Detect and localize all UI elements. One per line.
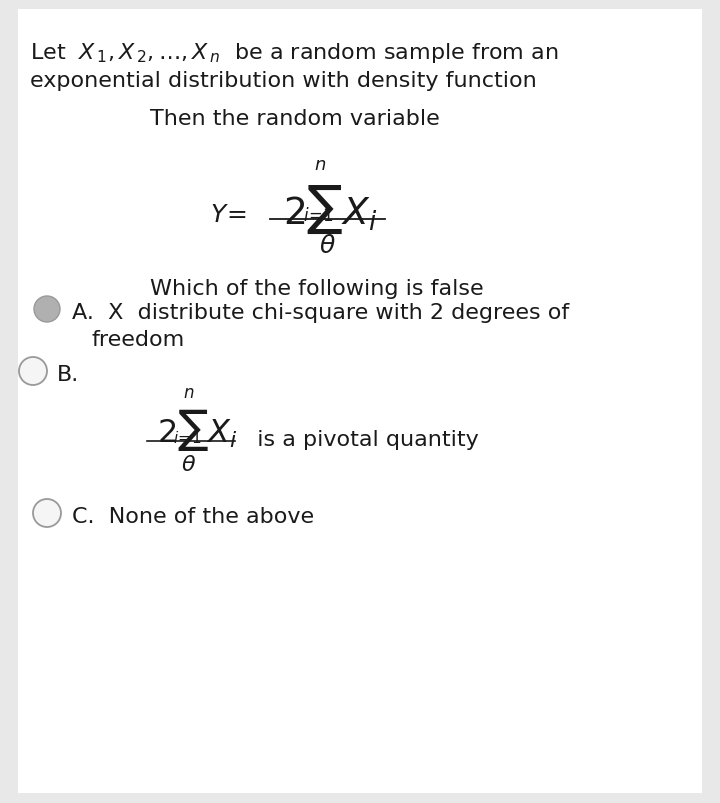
Text: $i\!=\!1$: $i\!=\!1$	[173, 430, 202, 446]
Text: B.: B.	[57, 365, 79, 385]
Text: $2\sum X_i$: $2\sum X_i$	[157, 406, 238, 452]
Text: $\theta$: $\theta$	[318, 234, 336, 258]
Text: exponential distribution with density function: exponential distribution with density fu…	[30, 71, 536, 91]
Text: $n$: $n$	[314, 156, 326, 173]
Text: is a pivotal quantity: is a pivotal quantity	[243, 430, 479, 450]
Text: $2\sum X_i$: $2\sum X_i$	[283, 184, 377, 236]
Text: C.  None of the above: C. None of the above	[72, 507, 314, 526]
Text: $n$: $n$	[184, 384, 194, 402]
Text: $\theta$: $\theta$	[181, 454, 197, 475]
Circle shape	[19, 357, 47, 385]
Text: $Y\!=\!$: $Y\!=\!$	[210, 202, 246, 226]
Polygon shape	[18, 10, 702, 793]
Text: freedom: freedom	[92, 329, 185, 349]
Text: A.  X  distribute chi-square with 2 degrees of: A. X distribute chi-square with 2 degree…	[72, 303, 570, 323]
Text: Then the random variable: Then the random variable	[150, 109, 440, 128]
Circle shape	[33, 499, 61, 528]
Circle shape	[34, 296, 60, 323]
Text: Let  $X_{\,1},X_{\,2},\ldots,X_{\,n}$  be a random sample from an: Let $X_{\,1},X_{\,2},\ldots,X_{\,n}$ be …	[30, 41, 559, 65]
Text: Which of the following is false: Which of the following is false	[150, 279, 484, 299]
Text: $i\!=\!1$: $i\!=\!1$	[303, 206, 334, 225]
